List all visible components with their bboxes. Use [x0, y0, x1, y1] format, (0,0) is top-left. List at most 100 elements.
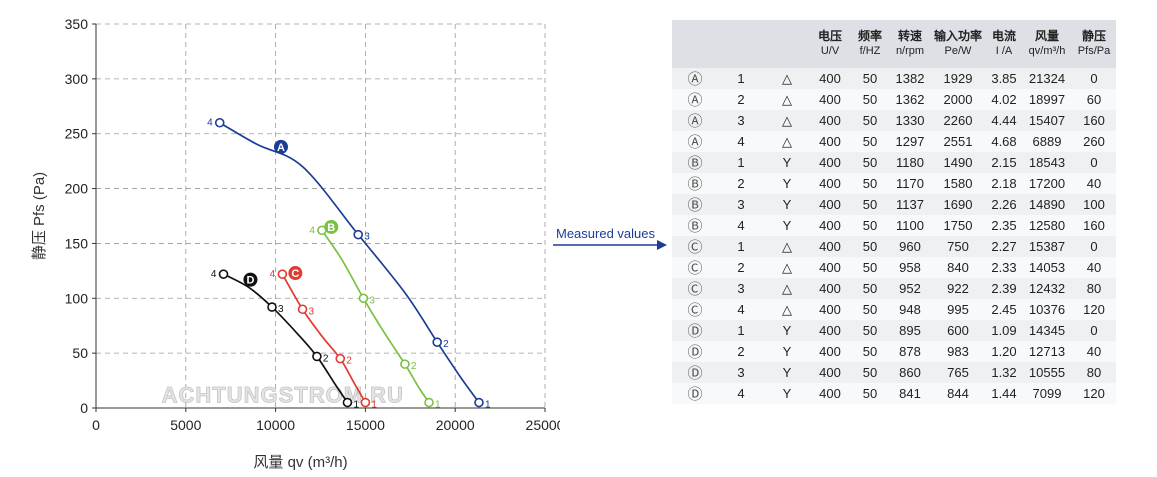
- series-line: [219, 122, 480, 404]
- table-cell: 960: [890, 236, 930, 257]
- table-cell: 100: [1072, 194, 1116, 215]
- table-cell: 2.33: [986, 257, 1022, 278]
- table-cell: 2: [718, 257, 764, 278]
- table-cell: 50: [850, 68, 890, 89]
- measured-values-label: Measured values: [556, 226, 655, 241]
- curve-letter-cell: Ⓒ: [672, 236, 718, 257]
- curve-letter-cell: Ⓐ: [672, 131, 718, 152]
- header-unit: I /A: [995, 45, 1013, 57]
- curve-badge-letter: C: [291, 268, 299, 280]
- column-header: 电流 I /A: [986, 20, 1022, 68]
- table-cell: 400: [810, 89, 850, 110]
- column-header: [672, 20, 718, 68]
- table-cell: 80: [1072, 278, 1116, 299]
- table-row: Ⓐ 2 △ 400 50 1362 2000 4.02 18997 60: [672, 89, 1116, 110]
- table-cell: 1382: [890, 68, 930, 89]
- table-cell: 2551: [930, 131, 986, 152]
- table-cell: Y: [764, 362, 810, 383]
- table-cell: 895: [890, 320, 930, 341]
- x-axis-title: 风量 qv (m³/h): [253, 454, 347, 471]
- table-cell: 4.02: [986, 89, 1022, 110]
- data-point: [360, 397, 371, 408]
- table-cell: 3: [718, 362, 764, 383]
- header-title: 电流: [991, 29, 1016, 43]
- point-label: 3: [278, 304, 284, 315]
- table-cell: 2: [718, 89, 764, 110]
- curve-badge-letter: B: [327, 222, 335, 234]
- table-row: Ⓑ 3 Y 400 50 1137 1690 2.26 14890 100: [672, 194, 1116, 215]
- table-cell: 60: [1072, 89, 1116, 110]
- x-tick-label: 0: [92, 417, 100, 433]
- table-cell: 983: [930, 341, 986, 362]
- table-cell: 1100: [890, 215, 930, 236]
- table-cell: △: [764, 131, 810, 152]
- table-cell: 50: [850, 383, 890, 404]
- table-cell: 1: [718, 68, 764, 89]
- table-cell: Y: [764, 320, 810, 341]
- table-cell: △: [764, 236, 810, 257]
- measured-values-table: 电压 U/V 频率 f/HZ 转速 n/rpm 输入功率 Pe/W 电流 I /A 风量 q…: [672, 20, 1116, 404]
- x-tick-label: 25000: [526, 417, 560, 433]
- table-cell: 3: [718, 278, 764, 299]
- table-cell: 400: [810, 215, 850, 236]
- table-cell: 1.44: [986, 383, 1022, 404]
- curve-badge: [273, 139, 288, 154]
- table-row: Ⓑ 2 Y 400 50 1170 1580 2.18 17200 40: [672, 173, 1116, 194]
- table-cell: 17200: [1022, 173, 1072, 194]
- table-cell: 0: [1072, 236, 1116, 257]
- curve-letter-cell: Ⓑ: [672, 173, 718, 194]
- table-cell: 948: [890, 299, 930, 320]
- table-row: Ⓑ 1 Y 400 50 1180 1490 2.15 18543 0: [672, 152, 1116, 173]
- table-row: Ⓓ 2 Y 400 50 878 983 1.20 12713 40: [672, 341, 1116, 362]
- curve-badge: [324, 219, 339, 234]
- data-point: [267, 302, 277, 312]
- data-point: [218, 269, 229, 279]
- table-cell: 4: [718, 131, 764, 152]
- table-row: Ⓑ 4 Y 400 50 1100 1750 2.35 12580 160: [672, 215, 1116, 236]
- table-cell: 765: [930, 362, 986, 383]
- table-cell: 952: [890, 278, 930, 299]
- data-point: [214, 117, 225, 128]
- table-cell: 400: [810, 278, 850, 299]
- column-header: [764, 20, 810, 68]
- table-cell: 2.18: [986, 173, 1022, 194]
- table-cell: 4: [718, 299, 764, 320]
- table-cell: 1362: [890, 89, 930, 110]
- table-cell: 21324: [1022, 68, 1072, 89]
- table-cell: 2: [718, 173, 764, 194]
- table-cell: 1297: [890, 131, 930, 152]
- table-cell: 4: [718, 215, 764, 236]
- table-cell: 50: [850, 194, 890, 215]
- table-cell: 2260: [930, 110, 986, 131]
- table-cell: 50: [850, 278, 890, 299]
- table-row: Ⓐ 3 △ 400 50 1330 2260 4.44 15407 160: [672, 110, 1116, 131]
- table-cell: 4.44: [986, 110, 1022, 131]
- curve-letter-cell: Ⓑ: [672, 194, 718, 215]
- series-c: 4 3 2 1 C: [270, 266, 377, 411]
- table-row: Ⓒ 1 △ 400 50 960 750 2.27 15387 0: [672, 236, 1116, 257]
- column-header: [718, 20, 764, 68]
- curve-letter-cell: Ⓓ: [672, 341, 718, 362]
- table-cell: 1: [718, 320, 764, 341]
- column-header: 频率 f/HZ: [850, 20, 890, 68]
- table-cell: 400: [810, 383, 850, 404]
- table-cell: 400: [810, 110, 850, 131]
- table-cell: 40: [1072, 341, 1116, 362]
- data-point: [432, 337, 442, 347]
- data-point: [353, 229, 364, 240]
- table-cell: 14345: [1022, 320, 1072, 341]
- header-unit: Pe/W: [944, 45, 972, 57]
- table-cell: 995: [930, 299, 986, 320]
- table-cell: 50: [850, 152, 890, 173]
- data-point: [400, 359, 410, 369]
- data-point: [297, 304, 308, 315]
- table-cell: 0: [1072, 152, 1116, 173]
- table-cell: 400: [810, 362, 850, 383]
- table-cell: 400: [810, 257, 850, 278]
- table-row: Ⓐ 4 △ 400 50 1297 2551 4.68 6889 260: [672, 131, 1116, 152]
- point-label: 2: [411, 361, 417, 372]
- table-cell: 120: [1072, 299, 1116, 320]
- point-label: 2: [323, 353, 329, 364]
- table-row: Ⓒ 3 △ 400 50 952 922 2.39 12432 80: [672, 278, 1116, 299]
- table-cell: △: [764, 278, 810, 299]
